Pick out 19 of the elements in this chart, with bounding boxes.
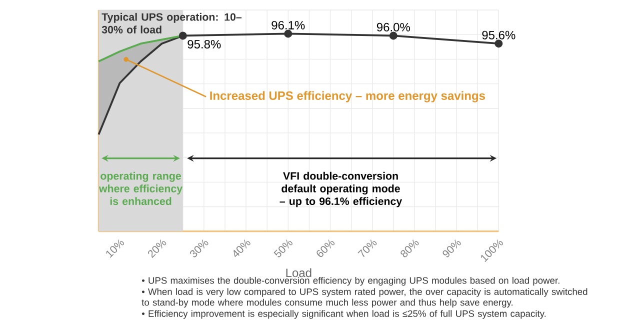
annotation: 95.8% [188,40,221,48]
text: • When load is very low compared to UPS system rated power, the over capacity is automatically switched to stand-by mode where modules consume much less power and thus help save energy. [142,288,588,308]
x-tick-label: 40% [234,239,250,258]
x-axis-title: Load [286,268,312,278]
band-label: Typical UPS operation: 10–30% of load [102,12,242,34]
x-tick-label: 30% [190,239,208,258]
annotation: 96.1% [272,20,305,30]
x-tick-label: 90% [442,239,461,258]
x-tick-label: 70% [358,239,377,258]
annotation: operating range where efficiency is enhanced [98,172,183,206]
text: • UPS maximises the double-conversion efficiency by engaging UPS modules based on load power. [142,276,560,286]
x-tick-label: 60% [316,239,335,257]
annotation: Increased UPS efficiency – more energy savings [210,91,485,102]
annotation: VFI double-conversion default operating mode – up to 96.1% efficiency [280,172,402,208]
annotation: 96.0% [376,22,410,32]
text: • Efficiency improvement is especially significant when load is ≤25% of full UPS system capacity. [142,310,546,319]
x-tick-label: 80% [400,239,419,258]
x-tick-label: 50% [274,239,292,258]
annotation: 95.6% [482,30,516,40]
